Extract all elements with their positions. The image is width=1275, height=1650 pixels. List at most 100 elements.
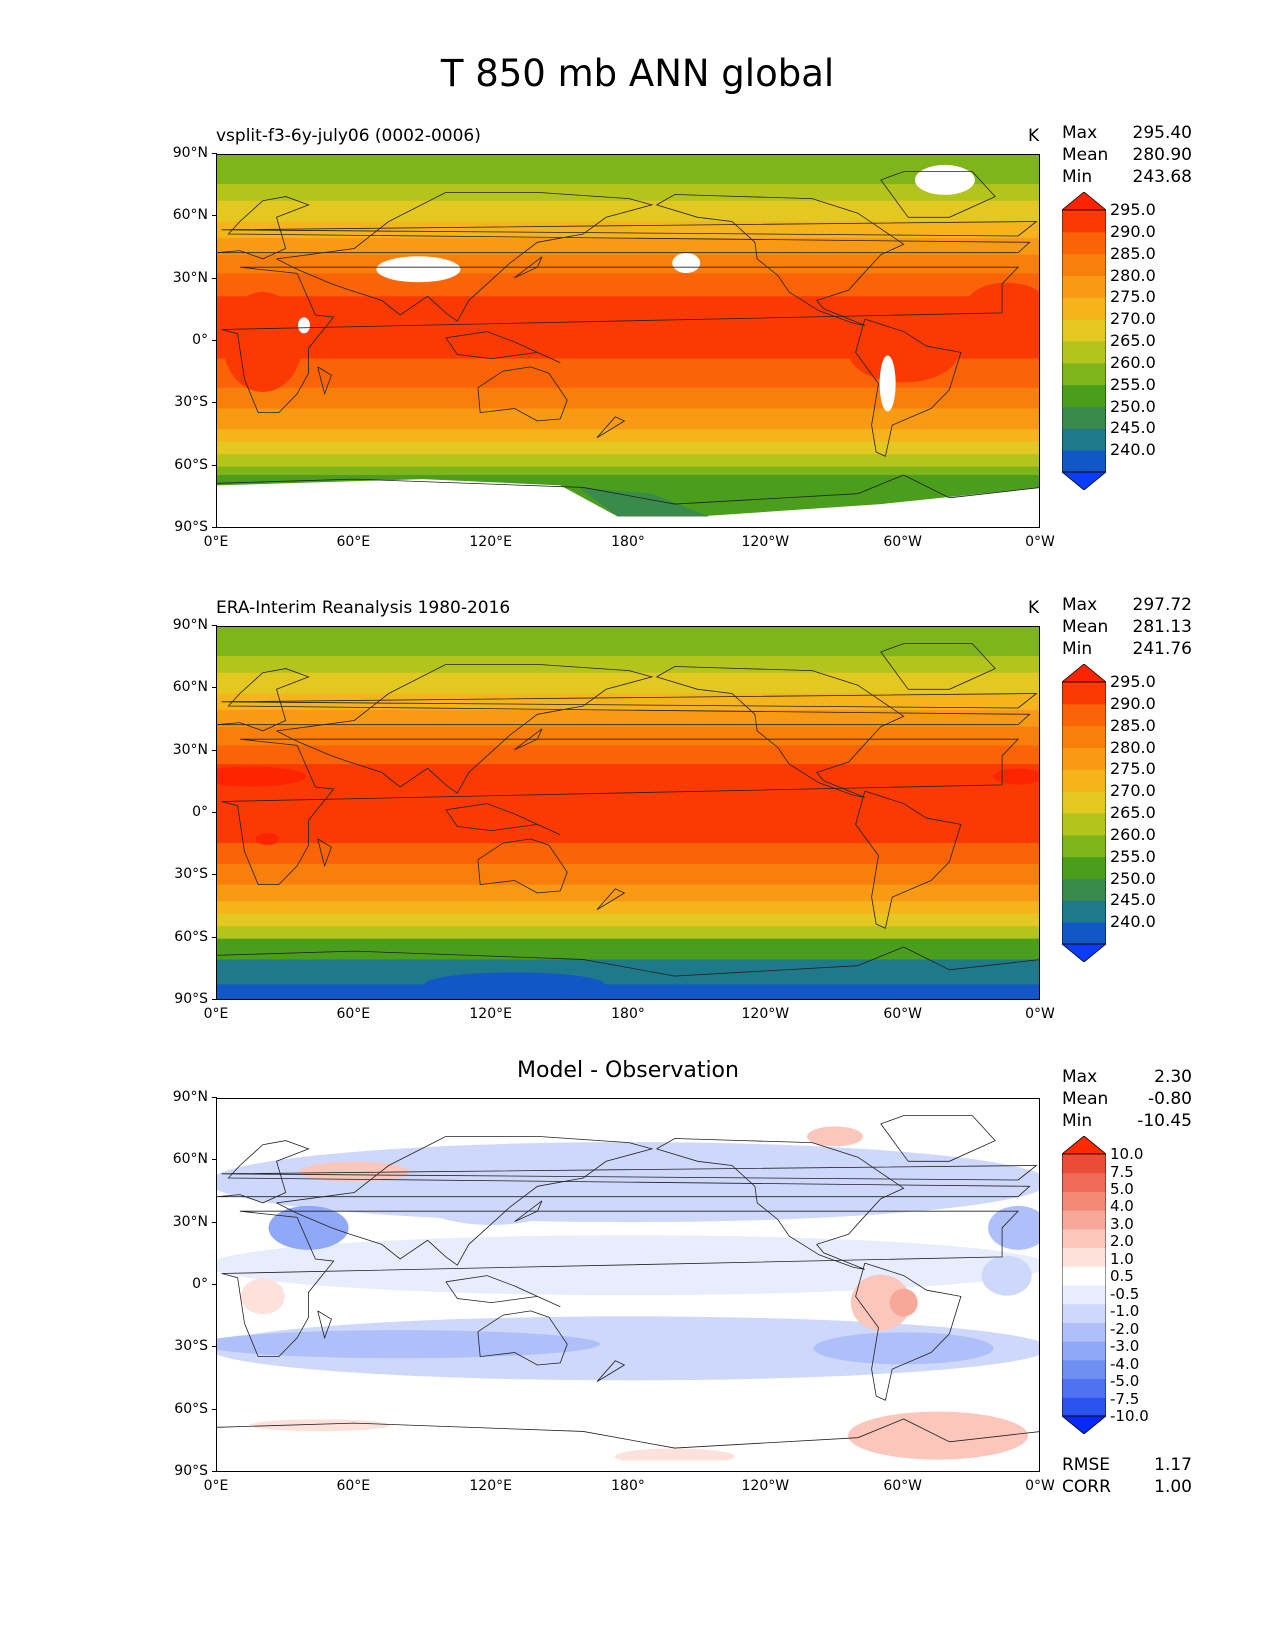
colorbar-frame	[1062, 1153, 1106, 1417]
x-tick-label: 60°W	[883, 1006, 923, 1022]
units-label: K	[1028, 598, 1040, 618]
colorbar-tick-label: 265.0	[1110, 331, 1156, 350]
missing-data	[376, 256, 461, 283]
colorbar-segment	[1062, 856, 1106, 879]
coastline	[221, 693, 1038, 709]
stat-row: Max 2.30	[1062, 1066, 1192, 1088]
x-tick-label: 180°	[611, 1478, 645, 1494]
colorbar-tick-label: 290.0	[1110, 221, 1156, 241]
missing-data	[914, 164, 975, 195]
colorbar-tick-label: -5.0	[1110, 1372, 1140, 1391]
contour-band	[217, 901, 1039, 915]
colorbar-segment	[1062, 210, 1106, 233]
colorbar-tick-label: 285.0	[1110, 715, 1156, 735]
y-tick-label: 60°S	[150, 457, 217, 473]
coastline	[221, 221, 1038, 237]
colorbar-segment	[1062, 406, 1106, 429]
contour-patch	[813, 1332, 994, 1365]
stats-box: Max 295.40 Mean 280.90 Min 243.68	[1062, 122, 1192, 188]
panel-title: vsplit-f3-6y-july06 (0002-0006)	[216, 126, 481, 146]
colorbar-frame	[1062, 681, 1106, 945]
y-tick-label: 60°S	[150, 929, 217, 945]
coastline	[221, 738, 1020, 885]
y-tick-label: 60°N	[150, 679, 217, 695]
panel-model: vsplit-f3-6y-july06 (0002-0006) K Max 295…	[0, 123, 1275, 550]
colorbar-tick-label: 240.0	[1110, 912, 1156, 932]
coastline	[221, 1165, 1038, 1181]
missing-data	[879, 355, 896, 412]
colorbar-tick-label: 285.0	[1110, 243, 1156, 263]
contour-band	[217, 984, 1039, 999]
colorbar-tick-label: -3.0	[1110, 1337, 1140, 1356]
coastline	[276, 192, 654, 322]
y-tick-label: 30°S	[150, 394, 217, 410]
coastline	[880, 1115, 996, 1162]
colorbar-tick-label: -4.0	[1110, 1354, 1140, 1373]
stat-value: 241.76	[1132, 639, 1192, 659]
contour-patch	[993, 768, 1039, 785]
panel-title: Model - Observation	[517, 1058, 739, 1083]
x-tick-label: 0°E	[203, 1006, 229, 1022]
colorbar-tick-label: 280.0	[1110, 737, 1156, 757]
colorbar-segment	[1062, 275, 1106, 298]
x-tick-label: 60°W	[883, 1478, 923, 1494]
contour-band	[217, 254, 1039, 275]
y-tick-label: 30°N	[150, 742, 217, 758]
rmse-corr-box: RMSE 1.17 CORR 1.00	[1062, 1454, 1192, 1498]
map-svg	[217, 627, 1039, 999]
contour-band	[217, 454, 1039, 468]
contour-band	[217, 1099, 1039, 1112]
y-tick-label: 90°N	[150, 145, 217, 161]
y-tick-label: 30°N	[150, 270, 217, 286]
coastline	[855, 1262, 962, 1401]
coastline	[880, 171, 996, 218]
colorbar-segment	[1062, 297, 1106, 320]
colorbar-segment	[1062, 1191, 1106, 1211]
coastline	[317, 838, 332, 868]
contour-band	[217, 387, 1039, 410]
colorbar-tick-label: 250.0	[1110, 868, 1156, 888]
panel-difference: Model - Observation Max 2.30 Mean -0.80 Min -…	[0, 1058, 1275, 1497]
missing-data	[297, 317, 310, 334]
colorbar-extend-max	[1062, 192, 1106, 211]
missing-data	[672, 253, 701, 274]
stat-row: Mean 281.13	[1062, 616, 1192, 638]
colorbar	[1062, 1136, 1106, 1434]
contour-band	[217, 745, 1039, 765]
colorbar-tick-label: 10.0	[1110, 1145, 1144, 1163]
contour-band	[217, 466, 1039, 476]
colorbar-segment	[1062, 1359, 1106, 1380]
contour-patch	[850, 1274, 911, 1331]
y-tick-label: 90°S	[150, 1463, 217, 1479]
contour-band	[217, 184, 1039, 202]
coastline	[477, 366, 568, 422]
colorbar-tick-label: 270.0	[1110, 781, 1156, 801]
colorbar-tick-label: -0.5	[1110, 1284, 1140, 1303]
colorbar-segment	[1062, 791, 1106, 814]
contour-band	[217, 441, 1039, 455]
contour-band	[217, 155, 1039, 185]
colorbar-segment	[1062, 1228, 1106, 1249]
contour-band	[217, 429, 1039, 443]
colorbar-tick-label: 240.0	[1110, 440, 1156, 460]
x-tick-label: 120°E	[469, 534, 512, 550]
contour-band	[217, 764, 1039, 844]
colorbar-tick-label: -10.0	[1110, 1407, 1149, 1425]
y-tick-label: 60°S	[150, 1401, 217, 1417]
stat-row: Min -10.45	[1062, 1110, 1192, 1132]
colorbar-tick-label: 3.0	[1110, 1214, 1134, 1233]
contour-band	[217, 693, 1039, 711]
stat-label: Min	[1062, 167, 1093, 187]
contour-band	[217, 221, 1039, 239]
x-tick-label: 60°E	[336, 534, 371, 550]
colorbar-extend-max	[1062, 1136, 1106, 1155]
stat-label: CORR	[1062, 1477, 1111, 1497]
colorbar-tick-label: 255.0	[1110, 846, 1156, 866]
contour-band	[217, 627, 1039, 657]
coastline	[221, 1210, 1020, 1357]
stat-row: Min 241.76	[1062, 638, 1192, 660]
y-tick-label: 90°S	[150, 991, 217, 1007]
stat-label: Max	[1062, 1067, 1098, 1087]
y-tick-label: 0°	[150, 804, 217, 820]
contour-band	[217, 656, 1039, 674]
